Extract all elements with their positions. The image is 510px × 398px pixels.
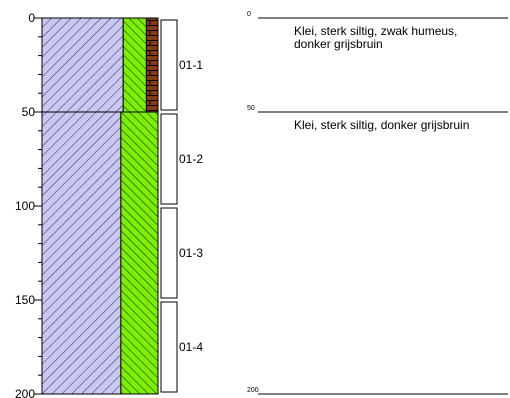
sample-label: 01-2 (179, 152, 203, 166)
tick-label: 0 (28, 11, 35, 25)
layer-silt (122, 17, 147, 113)
layer-description: Klei, sterk siltig, zwak humeus, donker … (294, 24, 458, 51)
layer-clay (41, 17, 124, 113)
sample-box (160, 19, 178, 111)
layer-silt (120, 111, 159, 395)
description-depth-label: 200 (247, 387, 259, 394)
tick-label: 200 (15, 387, 35, 398)
description-depth-label: 50 (247, 105, 255, 112)
depth-axis: 0 50 100 150 200 (15, 11, 43, 398)
layer-clay (41, 111, 122, 395)
layer-description: Klei, sterk siltig, donker grijsbruin (294, 118, 470, 132)
soil-column (41, 17, 159, 395)
sample-label: 01-3 (179, 246, 203, 260)
sample-box (160, 207, 178, 299)
description-column: 0 50 200 (247, 11, 508, 395)
description-depth-label: 0 (247, 11, 251, 18)
sample-box (160, 113, 178, 205)
tick-label: 100 (15, 199, 35, 213)
tick-label: 50 (22, 105, 36, 119)
tick-label: 150 (15, 293, 35, 307)
sample-box (160, 301, 178, 393)
layer-humus (145, 17, 159, 113)
sample-column: 01-1 01-2 01-3 01-4 (160, 19, 203, 393)
sample-label: 01-1 (179, 58, 203, 72)
sample-label: 01-4 (179, 340, 203, 354)
